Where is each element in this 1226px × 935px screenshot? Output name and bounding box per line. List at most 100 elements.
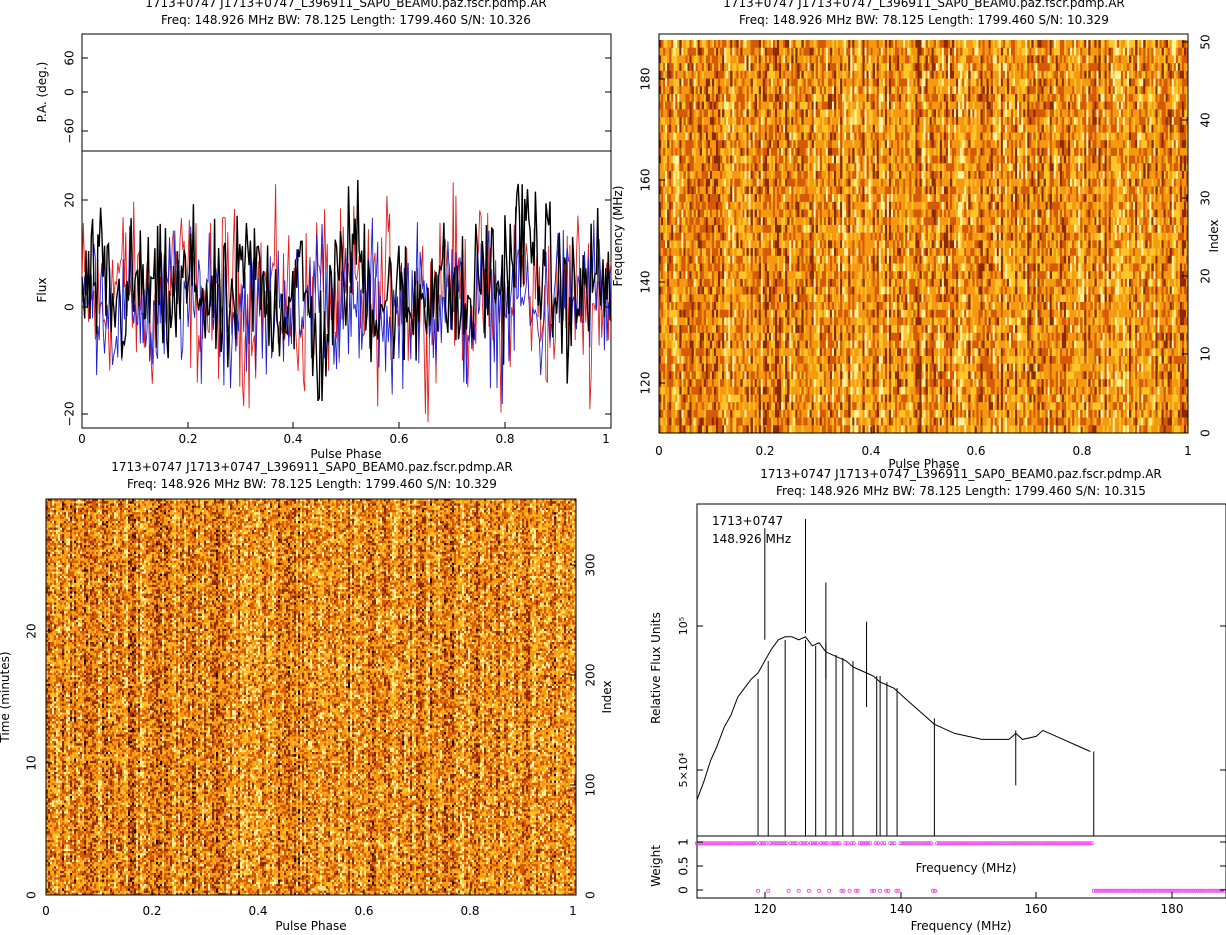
heatmap-cell [763,102,765,110]
heatmap-cell [765,125,767,133]
heatmap-cell [1023,171,1025,179]
heatmap-cell [757,156,759,164]
heatmap-cell [1058,125,1060,133]
heatmap-cell [875,194,877,202]
heatmap-cell [964,125,966,133]
heatmap-cell [726,86,728,94]
heatmap-cell [1029,148,1031,156]
heatmap-cell [1025,40,1027,48]
heatmap-cell [744,210,746,218]
heatmap-cell [962,179,964,187]
heatmap-cell [1155,71,1157,79]
heatmap-cell [850,94,852,102]
heatmap-cell [1133,132,1135,140]
heatmap-cell [677,210,679,218]
heatmap-cell [926,48,928,56]
heatmap-cell [1131,79,1133,87]
heatmap-cell [1037,125,1039,133]
heatmap-cell [1143,217,1145,225]
heatmap-cell [801,217,803,225]
heatmap-cell [679,194,681,202]
heatmap-cell [667,71,669,79]
heatmap-cell [891,179,893,187]
heatmap-cell [946,79,948,87]
heatmap-cell [911,63,913,71]
heatmap-cell [1145,102,1147,110]
heatmap-cell [805,117,807,125]
heatmap-cell [1147,210,1149,218]
heatmap-cell [899,71,901,79]
heatmap-cell [1019,109,1021,117]
heatmap-cell [1039,171,1041,179]
heatmap-cell [1072,79,1074,87]
heatmap-cell [958,63,960,71]
heatmap-cell [755,55,757,63]
heatmap-cell [785,109,787,117]
heatmap-cell [871,186,873,194]
heatmap-cell [915,102,917,110]
heatmap-cell [997,86,999,94]
heatmap-cell [942,117,944,125]
heatmap-cell [757,148,759,156]
heatmap-cell [848,202,850,210]
heatmap-cell [832,186,834,194]
heatmap-cell [1164,217,1166,225]
heatmap-cell [950,40,952,48]
heatmap-cell [938,102,940,110]
heatmap-cell [844,109,846,117]
heatmap-cell [824,171,826,179]
heatmap-cell [1080,63,1082,71]
heatmap-cell [822,48,824,56]
heatmap-cell [1088,102,1090,110]
heatmap-cell [962,86,964,94]
heatmap-cell [1062,102,1064,110]
heatmap-cell [1084,194,1086,202]
heatmap-cell [1088,171,1090,179]
heatmap-cell [952,102,954,110]
heatmap-cell [911,109,913,117]
heatmap-cell [962,71,964,79]
heatmap-cell [871,163,873,171]
heatmap-cell [1084,63,1086,71]
heatmap-cell [700,102,702,110]
heatmap-cell [1166,171,1168,179]
heatmap-cell [1088,79,1090,87]
heatmap-cell [1180,117,1182,125]
heatmap-cell [789,171,791,179]
heatmap-cell [797,102,799,110]
heatmap-cell [716,171,718,179]
heatmap-cell [850,71,852,79]
heatmap-cell [1166,117,1168,125]
heatmap-cell [822,94,824,102]
heatmap-cell [944,163,946,171]
heatmap-cell [1164,179,1166,187]
heatmap-cell [1015,225,1017,233]
heatmap-cell [917,171,919,179]
heatmap-cell [989,109,991,117]
heatmap-cell [846,202,848,210]
heatmap-cell [958,102,960,110]
heatmap-cell [1088,94,1090,102]
heatmap-cell [877,102,879,110]
heatmap-cell [708,125,710,133]
heatmap-cell [972,171,974,179]
heatmap-cell [824,55,826,63]
heatmap-cell [1017,148,1019,156]
heatmap-cell [940,102,942,110]
heatmap-cell [1052,125,1054,133]
heatmap-cell [700,40,702,48]
heatmap-cell [889,225,891,233]
heatmap-cell [1068,140,1070,148]
heatmap-cell [698,55,700,63]
heatmap-cell [838,55,840,63]
heatmap-cell [803,63,805,71]
heatmap-cell [1082,48,1084,56]
heatmap-cell [1129,132,1131,140]
heatmap-cell [838,179,840,187]
heatmap-cell [1166,48,1168,56]
heatmap-cell [818,48,820,56]
heatmap-cell [781,63,783,71]
heatmap-cell [1044,156,1046,164]
heatmap-cell [1029,171,1031,179]
heatmap-cell [702,63,704,71]
